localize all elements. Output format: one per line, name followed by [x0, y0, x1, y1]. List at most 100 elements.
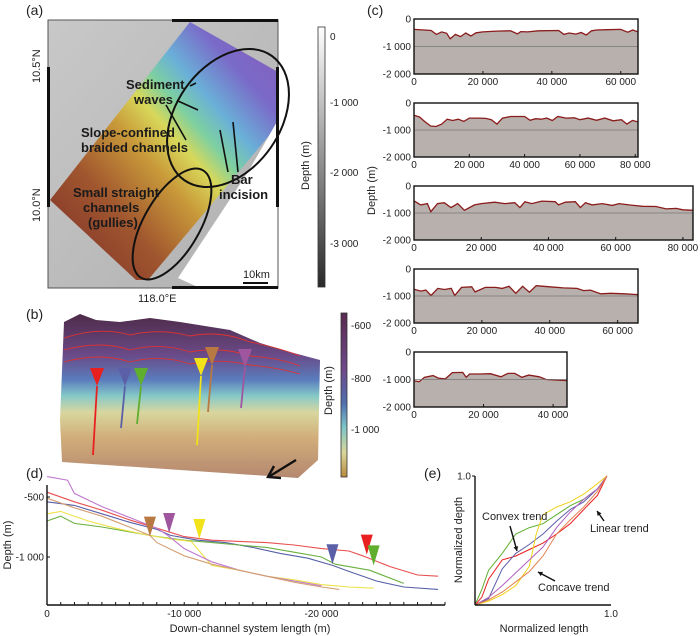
annotation-concave-trend: Concave trend	[538, 582, 610, 594]
lat-tick-10-0: 10.0°N	[31, 188, 43, 222]
colorbar-a-tick-2: -2 000	[330, 168, 359, 179]
channel-marker	[367, 545, 380, 566]
y-axis-label: Normalized depth	[453, 497, 465, 583]
x-tick-label: 40 000	[534, 326, 565, 337]
x-tick-label: 0	[411, 160, 417, 171]
profile-fill	[414, 200, 693, 240]
label-braided-1: Slope-confined	[81, 125, 175, 140]
profile-fill	[414, 29, 638, 74]
label-bar-incision-2: incision	[219, 187, 268, 202]
series-line-yellow	[474, 475, 608, 606]
x-tick-label: 0	[44, 609, 50, 620]
x-tick-label: 20 000	[468, 77, 499, 88]
label-gullies-1: Small straight	[73, 185, 160, 200]
colorbar-b-label: Depth (m)	[323, 366, 335, 415]
x-tick-label: 20 000	[454, 160, 485, 171]
profile-line	[413, 200, 694, 213]
bathymetry-swath	[50, 22, 278, 280]
plot-frame	[413, 268, 639, 324]
y-tick-label: -2 000	[383, 236, 412, 247]
x-tick-label: 40 000	[537, 77, 568, 88]
plot-frame	[413, 351, 568, 408]
panel-c-label: (c)	[367, 2, 384, 18]
series-line-orange	[474, 475, 608, 606]
channel-marker	[326, 544, 339, 565]
x-tick-label: 60 000	[600, 243, 631, 254]
frame-tick-left	[47, 67, 50, 207]
x-tick-label: 60 000	[602, 326, 633, 337]
x-tick-label: 20 000	[468, 410, 499, 421]
series-line-purple	[474, 475, 608, 606]
x-axis-label: Normalized length	[500, 623, 589, 635]
3d-surface	[60, 314, 320, 478]
y-tick-label: -1 000	[16, 553, 45, 564]
profile-line	[413, 114, 639, 128]
x-tick-label: 40 000	[533, 243, 564, 254]
x-tick-label: -20 000	[305, 609, 339, 620]
y-tick-label: -2 000	[383, 319, 412, 330]
y-tick-label: 0	[405, 265, 411, 276]
profile-fill	[414, 115, 638, 157]
profile-fill	[414, 372, 567, 407]
channel-marker	[163, 513, 176, 533]
channel-trace	[240, 366, 246, 409]
channel-marker	[360, 534, 373, 555]
y-tick-label: -2 000	[383, 153, 412, 164]
plot-frame	[413, 102, 639, 158]
x-tick-label: 40 000	[538, 410, 569, 421]
series-line-red	[474, 475, 608, 606]
annotation-arrows	[165, 82, 239, 173]
y-tick-label: 0	[405, 348, 411, 359]
profile-chart-c2: 0 20 000 40 000 60 000 80 000 0 -1 000 -2 000	[383, 99, 651, 172]
no-data-area	[178, 120, 278, 288]
plot-frame	[413, 18, 639, 75]
frame-tick-top	[172, 19, 278, 22]
y-tick-label: -1 000	[383, 42, 412, 53]
profile-line	[413, 371, 568, 383]
y-tick-label: -1 000	[383, 292, 412, 303]
y-tick-label: -1 000	[383, 209, 412, 220]
x-tick-label: 1.0	[604, 609, 618, 620]
profile-line	[413, 28, 639, 40]
y-tick-label: -1 000	[383, 375, 412, 386]
lat-tick-10-5: 10.5°N	[31, 49, 43, 83]
annotation-linear-trend: Linear trend	[590, 523, 649, 535]
profile-fill	[414, 285, 638, 323]
plot-frame	[413, 185, 694, 241]
y-axis-label: Depth (m)	[2, 521, 14, 570]
channel-trace	[136, 385, 142, 425]
channel-marker	[118, 368, 132, 386]
channel-trace	[196, 375, 202, 446]
x-tick-label: 0	[411, 243, 417, 254]
x-tick-label: 0	[411, 77, 417, 88]
label-bar-incision-1: Bar	[231, 172, 253, 187]
colorbar-b	[340, 312, 348, 478]
y-tick-label: -2 000	[383, 70, 412, 81]
channel-trace	[92, 385, 98, 456]
y-tick-label: -1 000	[383, 126, 412, 137]
panel-b-label: (b)	[26, 306, 44, 322]
colorbar-b-tick-1: -800	[351, 374, 371, 385]
x-tick-label: -10 000	[167, 609, 201, 620]
y-tick-label: 0	[405, 15, 411, 26]
profile-line	[413, 285, 639, 297]
y-tick-label: 0	[405, 182, 411, 193]
x-tick-label: 60 000	[605, 77, 636, 88]
colorbar-a-label: Depth (m)	[300, 141, 312, 190]
label-sediment-waves-2: waves	[133, 92, 173, 107]
series-line-yellow	[46, 510, 374, 589]
x-tick-label: 20 000	[466, 243, 497, 254]
channel-marker	[134, 368, 148, 386]
label-sediment-waves-1: Sediment	[126, 77, 185, 92]
channel-marker	[194, 358, 208, 376]
profile-chart-c4: 0 20 000 40 000 60 000 0 -1 000 -2 000	[383, 265, 639, 337]
colorbar-a	[317, 26, 326, 288]
channel-marker	[205, 347, 219, 365]
view-direction-arrow	[266, 458, 297, 480]
y-tick-label: -2 000	[383, 403, 412, 414]
channel-marker	[90, 368, 104, 386]
